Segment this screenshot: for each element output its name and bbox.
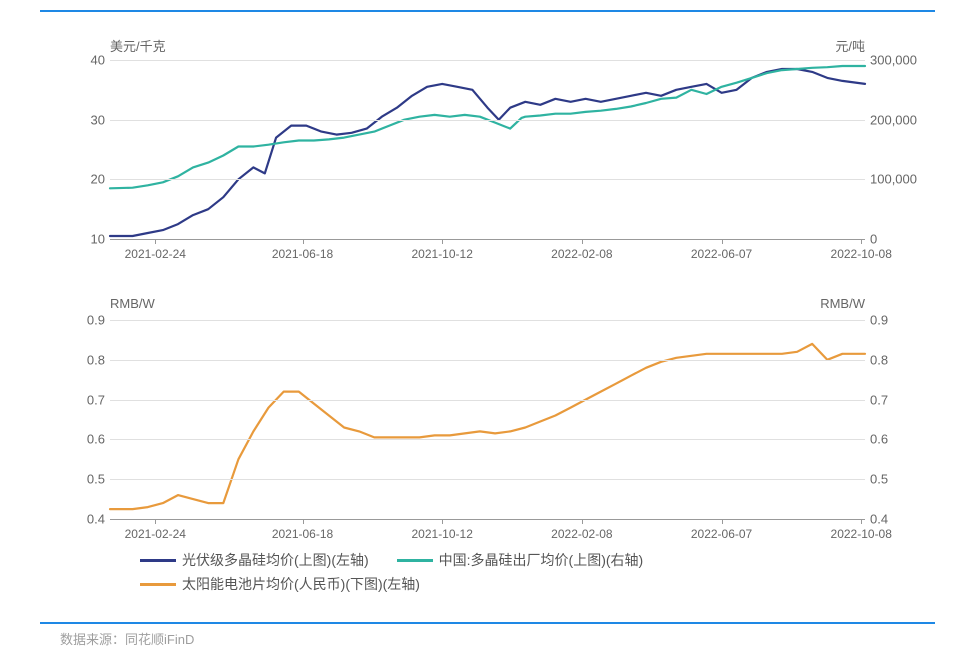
legend: 光伏级多晶硅均价(上图)(左轴) 中国:多晶硅出厂均价(上图)(右轴) 太阳能电池… — [140, 550, 925, 598]
x-tick-label: 2022-02-08 — [551, 527, 612, 541]
x-tick-mark — [303, 239, 304, 244]
grid-line — [110, 400, 865, 401]
y-tick-left: 30 — [70, 112, 105, 127]
x-tick-label: 2022-02-08 — [551, 247, 612, 261]
grid-line — [110, 439, 865, 440]
grid-line — [110, 479, 865, 480]
top-rule — [40, 10, 935, 12]
top-series-svg — [110, 60, 865, 239]
x-tick-label: 2021-02-24 — [125, 527, 186, 541]
x-tick-label: 2021-06-18 — [272, 527, 333, 541]
y-tick-left: 0.8 — [70, 352, 105, 367]
series-line-poly_cn — [110, 66, 865, 188]
x-tick-mark — [722, 239, 723, 244]
x-tick-mark — [861, 519, 862, 524]
grid-line — [110, 179, 865, 180]
y-tick-left: 10 — [70, 232, 105, 247]
grid-line — [110, 120, 865, 121]
y-tick-right: 0.9 — [870, 313, 925, 328]
plot-top: 102030400100,000200,000300,0002021-02-24… — [110, 60, 865, 240]
plot-bottom: 0.40.50.60.70.80.90.40.50.60.70.80.92021… — [110, 320, 865, 520]
legend-item: 太阳能电池片均价(人民币)(下图)(左轴) — [140, 574, 420, 594]
legend-item: 中国:多晶硅出厂均价(上图)(右轴) — [397, 550, 644, 570]
y-tick-left: 0.7 — [70, 392, 105, 407]
legend-swatch — [397, 559, 433, 562]
y-tick-left: 0.9 — [70, 313, 105, 328]
y-tick-right: 100,000 — [870, 172, 925, 187]
y-tick-right: 200,000 — [870, 112, 925, 127]
legend-row: 光伏级多晶硅均价(上图)(左轴) 中国:多晶硅出厂均价(上图)(右轴) — [140, 550, 925, 570]
y-tick-right: 0.5 — [870, 472, 925, 487]
x-tick-label: 2021-10-12 — [411, 247, 472, 261]
y-tick-left: 20 — [70, 172, 105, 187]
bottom-right-axis-title: RMB/W — [820, 296, 865, 311]
x-tick-mark — [442, 239, 443, 244]
x-tick-mark — [582, 519, 583, 524]
legend-label: 太阳能电池片均价(人民币)(下图)(左轴) — [182, 574, 420, 594]
x-tick-mark — [155, 519, 156, 524]
bottom-series-svg — [110, 320, 865, 519]
legend-row: 太阳能电池片均价(人民币)(下图)(左轴) — [140, 574, 925, 594]
data-source: 数据来源：同花顺iFinD — [60, 629, 194, 648]
y-tick-right: 300,000 — [870, 53, 925, 68]
x-tick-mark — [442, 519, 443, 524]
y-tick-right: 0.6 — [870, 432, 925, 447]
x-tick-mark — [582, 239, 583, 244]
y-tick-left: 0.5 — [70, 472, 105, 487]
y-tick-right: 0.8 — [870, 352, 925, 367]
x-tick-label: 2022-10-08 — [831, 247, 892, 261]
chart-top: 美元/千克 元/吨 102030400100,000200,000300,000… — [60, 30, 925, 270]
top-right-axis-title: 元/吨 — [835, 36, 865, 55]
x-tick-label: 2021-02-24 — [125, 247, 186, 261]
x-tick-mark — [722, 519, 723, 524]
grid-line — [110, 320, 865, 321]
series-line-cell — [110, 344, 865, 509]
x-tick-mark — [861, 239, 862, 244]
series-line-poly_avg — [110, 69, 865, 236]
charts-area: 美元/千克 元/吨 102030400100,000200,000300,000… — [60, 30, 925, 598]
chart-container: 美元/千克 元/吨 102030400100,000200,000300,000… — [0, 0, 955, 658]
chart-bottom: RMB/W RMB/W 0.40.50.60.70.80.90.40.50.60… — [60, 290, 925, 550]
x-tick-label: 2022-10-08 — [831, 527, 892, 541]
y-tick-left: 0.6 — [70, 432, 105, 447]
legend-item: 光伏级多晶硅均价(上图)(左轴) — [140, 550, 369, 570]
y-tick-left: 0.4 — [70, 512, 105, 527]
top-left-axis-title: 美元/千克 — [110, 36, 166, 55]
grid-line — [110, 360, 865, 361]
bottom-rule — [40, 622, 935, 624]
x-tick-mark — [155, 239, 156, 244]
x-tick-label: 2022-06-07 — [691, 247, 752, 261]
legend-label: 光伏级多晶硅均价(上图)(左轴) — [182, 550, 369, 570]
legend-swatch — [140, 559, 176, 562]
x-tick-mark — [303, 519, 304, 524]
y-tick-left: 40 — [70, 53, 105, 68]
grid-line — [110, 60, 865, 61]
legend-swatch — [140, 583, 176, 586]
x-tick-label: 2021-10-12 — [411, 527, 472, 541]
x-tick-label: 2022-06-07 — [691, 527, 752, 541]
y-tick-right: 0 — [870, 232, 925, 247]
bottom-left-axis-title: RMB/W — [110, 296, 155, 311]
x-tick-label: 2021-06-18 — [272, 247, 333, 261]
y-tick-right: 0.4 — [870, 512, 925, 527]
legend-label: 中国:多晶硅出厂均价(上图)(右轴) — [439, 550, 644, 570]
y-tick-right: 0.7 — [870, 392, 925, 407]
